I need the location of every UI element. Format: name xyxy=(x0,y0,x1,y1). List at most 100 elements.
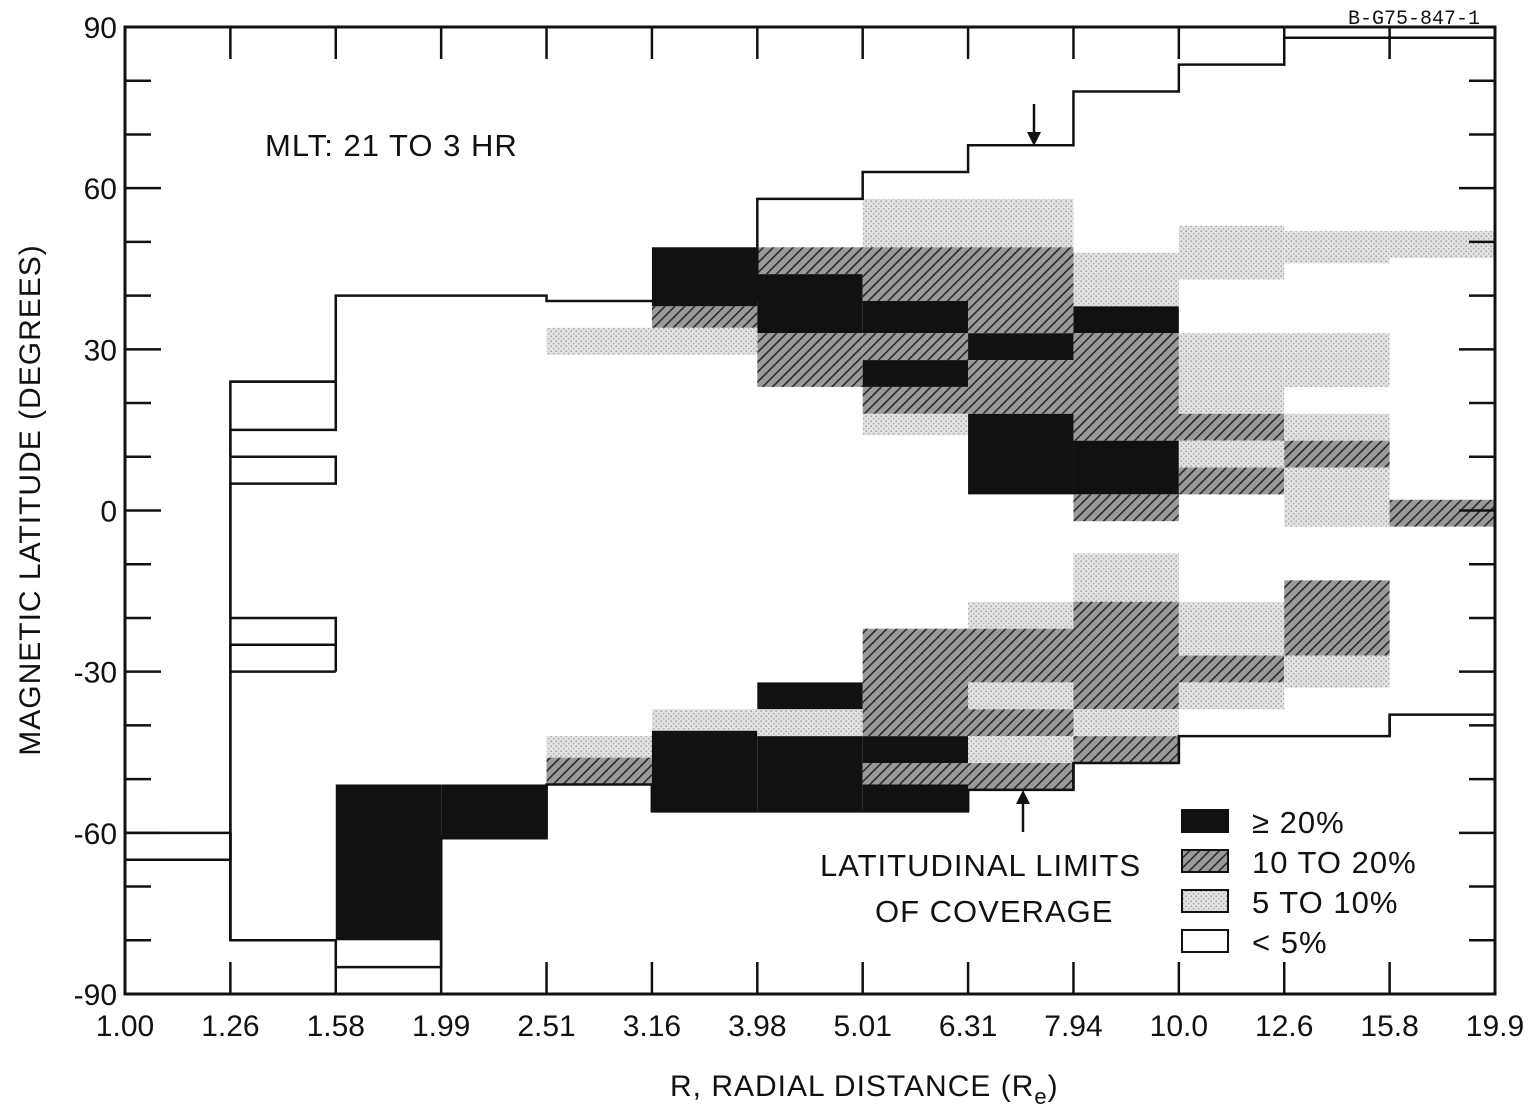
x-tick-label: 1.99 xyxy=(412,1010,470,1043)
y-tick-label: -30 xyxy=(74,657,117,690)
heatmap-cell xyxy=(862,300,969,334)
x-tick-label: 5.01 xyxy=(833,1010,891,1043)
heatmap-cell xyxy=(1284,467,1390,527)
y-tick-label: -60 xyxy=(74,818,117,851)
heatmap-cell xyxy=(757,247,863,275)
heatmap-cell xyxy=(1178,682,1285,710)
legend: ≥ 20% 10 TO 20% 5 TO 10% < 5% xyxy=(1181,805,1417,960)
heatmap-cell xyxy=(862,198,969,248)
coverage-label-line1: LATITUDINAL LIMITS xyxy=(820,848,1141,883)
heatmap-cell xyxy=(335,784,442,941)
legend-swatch-black xyxy=(1181,809,1229,833)
legend-label-dots: 5 TO 10% xyxy=(1252,885,1398,920)
heatmap-cell xyxy=(968,413,1074,495)
heatmap-cell xyxy=(1284,413,1390,441)
heatmap-cell xyxy=(651,709,758,731)
heatmap-cell xyxy=(1073,601,1179,710)
y-tick-label: 30 xyxy=(84,334,117,367)
x-tick-label: 3.98 xyxy=(728,1010,786,1043)
heatmap-cell xyxy=(1284,231,1390,264)
legend-swatch-white xyxy=(1181,929,1229,953)
heatmap-cell xyxy=(968,601,1074,629)
heatmap-cell xyxy=(1178,601,1285,656)
heatmap-cell xyxy=(968,247,1074,334)
x-tick-label: 1.26 xyxy=(201,1010,259,1043)
heatmap-cell xyxy=(968,360,1074,414)
heatmap-cell xyxy=(968,333,1074,361)
heatmap-cell xyxy=(1073,709,1179,737)
heatmap-cell xyxy=(1178,413,1285,441)
heatmap-cell xyxy=(862,736,969,763)
heatmap-cell xyxy=(651,730,758,812)
heatmap-cell xyxy=(1073,553,1179,602)
heatmap-cell xyxy=(968,628,1074,683)
heatmap-cell xyxy=(968,762,1074,790)
y-axis-title: MAGNETIC LATITUDE (DEGREES) xyxy=(14,244,47,755)
x-tick-label: 19.9 xyxy=(1466,1010,1524,1043)
heatmap-cell xyxy=(1284,580,1390,656)
heatmap-cell xyxy=(968,198,1074,248)
heatmap-cell xyxy=(757,709,863,737)
heatmap-cell xyxy=(862,247,969,301)
heatmap-cell xyxy=(1073,306,1179,334)
heatmap-cell xyxy=(441,784,547,839)
heatmap-cell xyxy=(862,628,969,737)
x-tick-label: 1.58 xyxy=(307,1010,365,1043)
legend-swatch-hatch xyxy=(1181,849,1229,873)
heatmap-cell xyxy=(1073,333,1179,441)
x-tick-label: 2.51 xyxy=(517,1010,575,1043)
heatmap-cell xyxy=(1178,440,1285,468)
heatmap-cell xyxy=(862,784,969,812)
heatmap-cell xyxy=(1284,440,1390,468)
coverage-arrow-upper xyxy=(1027,104,1041,146)
heatmap-cell xyxy=(546,736,652,758)
y-tick-label: 90 xyxy=(84,12,117,45)
heatmap-cell xyxy=(546,757,652,785)
heatmap-cell xyxy=(968,682,1074,710)
heatmap-cell xyxy=(651,306,758,328)
x-tick-label: 6.31 xyxy=(939,1010,997,1043)
tick-marks xyxy=(123,25,1497,996)
figure-id: B-G75-847-1 xyxy=(1348,8,1480,31)
x-tick-label: 7.94 xyxy=(1044,1010,1102,1043)
heatmap-cell xyxy=(1389,231,1495,259)
heatmap-cell xyxy=(862,386,969,414)
inner-coverage-boundary xyxy=(229,380,338,673)
x-axis-title: R, RADIAL DISTANCE (Re) xyxy=(670,1070,1059,1109)
y-tick-label: 60 xyxy=(84,173,117,206)
heatmap-cell xyxy=(1284,655,1390,688)
heatmap-cell xyxy=(757,736,863,812)
legend-swatch-dots xyxy=(1181,889,1229,913)
heatmap-cell xyxy=(1389,499,1495,527)
heatmap-cell xyxy=(1178,467,1285,495)
heatmap-cell xyxy=(757,333,863,387)
heatmap-cell xyxy=(862,333,969,361)
coverage-arrow-lower xyxy=(1016,790,1030,832)
legend-label-black: ≥ 20% xyxy=(1252,805,1345,840)
heatmap-cell xyxy=(1178,225,1285,280)
heatmap-cell xyxy=(968,736,1074,763)
heatmap-cell xyxy=(651,247,758,307)
heatmap-cell xyxy=(757,682,863,710)
heatmap-cell xyxy=(1178,333,1285,414)
mlt-annotation: MLT: 21 TO 3 HR xyxy=(265,128,518,163)
x-tick-label: 3.16 xyxy=(623,1010,681,1043)
heatmap-cell xyxy=(862,413,969,436)
heatmap-cells xyxy=(335,198,1495,941)
legend-label-hatch: 10 TO 20% xyxy=(1252,845,1417,880)
heatmap-cell xyxy=(546,327,652,355)
heatmap-cell xyxy=(1178,655,1285,683)
x-tick-labels: 1.00 1.26 1.58 1.99 2.51 3.16 3.98 5.01 6.31 7.94… xyxy=(96,1010,1524,1043)
heatmap-cell xyxy=(1073,252,1179,307)
x-tick-label: 12.6 xyxy=(1255,1010,1313,1043)
x-tick-label: 10.0 xyxy=(1150,1010,1208,1043)
y-tick-label: 0 xyxy=(100,496,117,529)
legend-label-white: < 5% xyxy=(1252,925,1328,960)
y-tick-labels: 90 60 30 0 -30 -60 -90 xyxy=(74,12,117,1012)
heatmap-cell xyxy=(1073,440,1179,495)
heatmap-cell xyxy=(968,709,1074,737)
coverage-limits xyxy=(125,36,1495,969)
x-tick-label: 1.00 xyxy=(96,1010,154,1043)
y-tick-label: -90 xyxy=(74,979,117,1012)
